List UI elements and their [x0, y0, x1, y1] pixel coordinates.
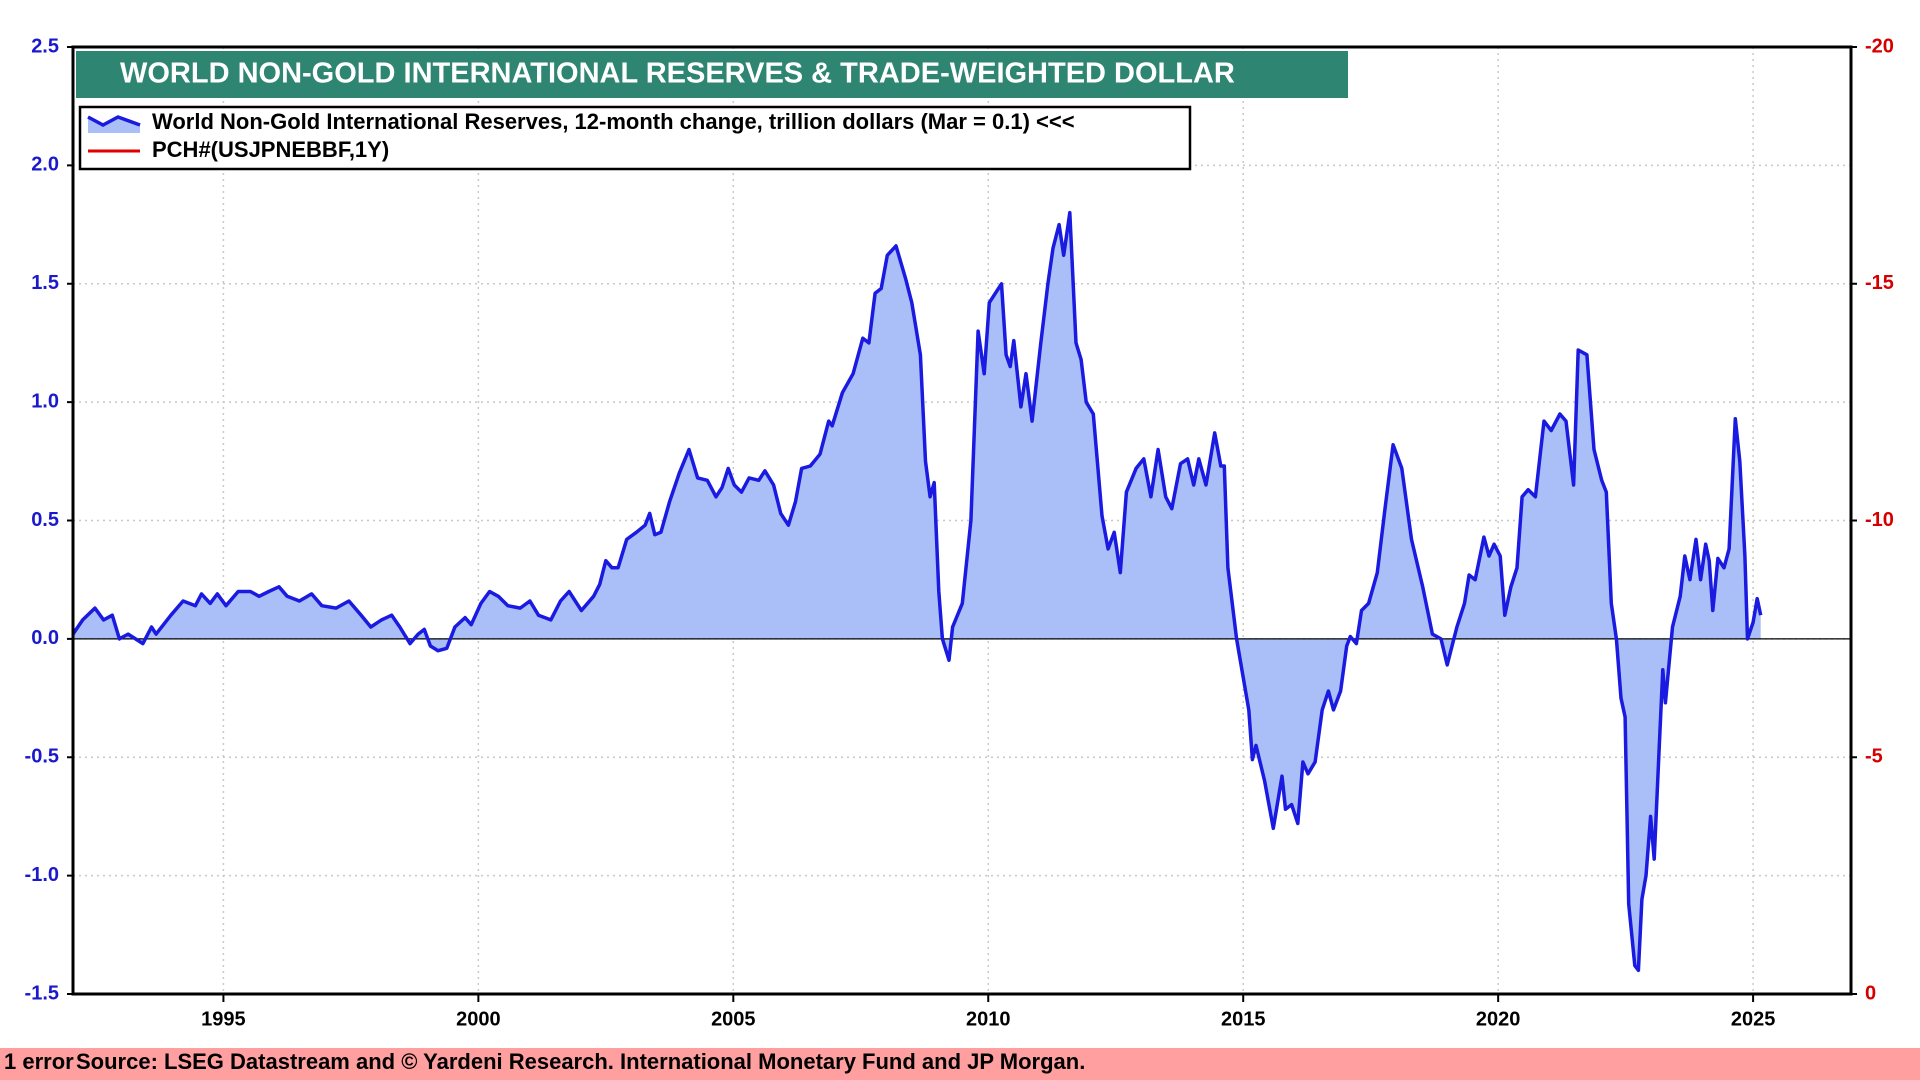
chart-title: WORLD NON-GOLD INTERNATIONAL RESERVES & … [120, 58, 1235, 90]
y-tick-label: -1.0 [25, 864, 59, 886]
plot-frame [71, 45, 1853, 996]
x-tick-label: 2010 [966, 1008, 1011, 1030]
legend-box [78, 105, 1192, 171]
source-note: Source: LSEG Datastream and © Yardeni Re… [76, 1049, 1085, 1074]
y-tick-label: 1.5 [31, 272, 59, 294]
y-tick-label: 0.5 [31, 509, 59, 531]
x-tick-label: 2015 [1221, 1008, 1266, 1030]
area [73, 212, 1761, 971]
legend-swatch [87, 115, 141, 127]
y2-tick-label: -5 [1865, 746, 1883, 768]
y-tick-label: 1.0 [31, 390, 59, 412]
x-tick-label: 2000 [456, 1008, 501, 1030]
y-tick-label: 2.0 [31, 154, 59, 176]
y2-tick-label: -10 [1865, 509, 1894, 531]
title-box [76, 51, 1348, 98]
error-note: 1 error [4, 1049, 74, 1074]
y-tick-label: 2.5 [31, 35, 59, 57]
legend-label: PCH#(USJPNEBBF,1Y) [152, 137, 389, 162]
legend-label: World Non-Gold International Reserves, 1… [152, 109, 1075, 134]
y2-tick-label: -15 [1865, 272, 1894, 294]
y2-tick-label: -20 [1865, 35, 1894, 57]
x-tick-label: 2020 [1476, 1008, 1521, 1030]
x-tick-label: 1995 [201, 1008, 246, 1030]
footer-band [0, 1048, 1920, 1080]
y-tick-label: -1.5 [25, 982, 59, 1004]
x-tick-label: 2005 [711, 1008, 756, 1030]
y-tick-label: -0.5 [25, 746, 59, 768]
y-tick-label: 0.0 [31, 627, 59, 649]
line [71, 210, 1763, 973]
x-tick-label: 2025 [1731, 1008, 1776, 1030]
y2-tick-label: 0 [1865, 982, 1876, 1004]
